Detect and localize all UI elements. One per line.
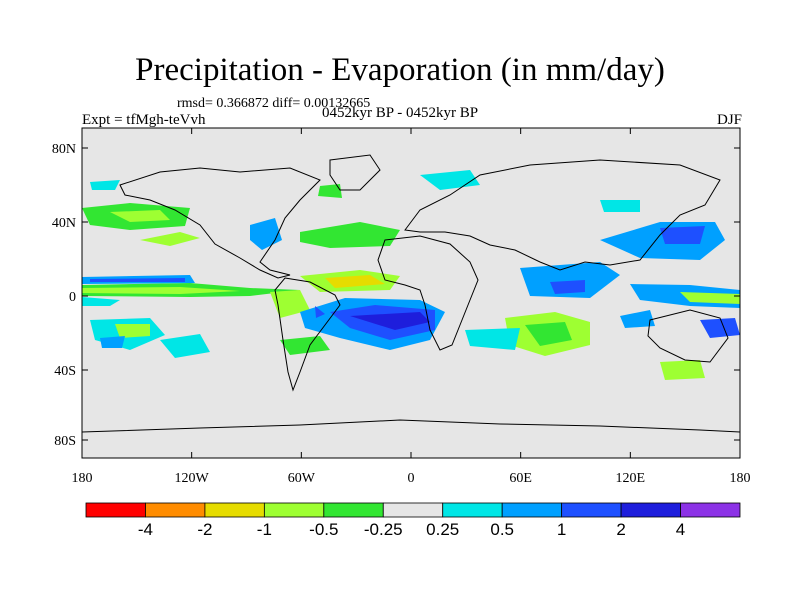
anomaly-region xyxy=(660,226,705,244)
anomaly-region xyxy=(90,278,185,282)
anomaly-region xyxy=(550,280,585,294)
lon-tick-label: 180 xyxy=(72,471,93,486)
anomaly-region xyxy=(600,200,640,212)
anomaly-region xyxy=(700,318,740,338)
colorbar-swatch xyxy=(442,502,503,518)
anomaly-region xyxy=(110,210,170,222)
australia-coast xyxy=(647,309,729,363)
colorbar-label: -2 xyxy=(197,520,212,539)
anomaly-region xyxy=(90,180,120,190)
anomaly-region xyxy=(82,287,240,294)
lat-tick-label: 40S xyxy=(54,364,76,379)
colorbar-label: -4 xyxy=(138,520,153,539)
lon-tick-label: 120W xyxy=(175,471,210,486)
experiment-label: Expt = tfMgh-teVvh xyxy=(82,112,206,128)
anomaly-region xyxy=(660,360,705,380)
anomaly-region xyxy=(520,262,620,298)
colorbar: -4 -2 -1 -0.5 -0.25 0.25 0.5 1 2 4 xyxy=(85,502,741,539)
lon-tick-label: 0 xyxy=(408,471,415,486)
period-label: 0452kyr BP - 0452kyr BP xyxy=(322,105,479,121)
anomaly-region xyxy=(325,275,385,288)
lat-tick-label: 0 xyxy=(69,290,76,305)
anomaly-region xyxy=(680,292,740,304)
anomaly-region xyxy=(300,222,400,248)
longitude-axis: 180 120W 60W 0 60E 120E 180 xyxy=(72,128,751,486)
anomaly-region xyxy=(82,297,120,306)
lon-tick-label: 120E xyxy=(616,471,646,486)
anomaly-region xyxy=(100,336,125,348)
lat-tick-label: 40N xyxy=(52,216,76,231)
lon-tick-label: 180 xyxy=(730,471,751,486)
lat-tick-label: 80S xyxy=(54,434,76,449)
colorbar-label: 4 xyxy=(676,520,685,539)
colorbar-swatch xyxy=(204,502,265,518)
anomaly-region xyxy=(270,290,310,318)
anomaly-region xyxy=(315,306,325,318)
antarctica-coast xyxy=(82,419,740,433)
colorbar-swatch xyxy=(620,502,681,518)
field-anomalies xyxy=(82,170,740,380)
colorbar-label: 2 xyxy=(616,520,625,539)
colorbar-swatch xyxy=(85,502,146,518)
anomaly-region xyxy=(280,336,330,355)
africa-coast xyxy=(377,235,479,351)
colorbar-swatch xyxy=(323,502,384,518)
map-title: Precipitation - Evaporation (in mm/day) xyxy=(135,52,665,88)
coastlines xyxy=(82,154,740,433)
latitude-axis: 80N 40N 0 40S 80S xyxy=(52,142,740,449)
lon-tick-label: 60E xyxy=(509,471,532,486)
colorbar-swatch xyxy=(680,502,741,518)
rmsd-diff-stats: rmsd= 0.366872 diff= 0.00132665 xyxy=(177,96,371,111)
lon-tick-label: 60W xyxy=(288,471,316,486)
colorbar-swatch xyxy=(145,502,206,518)
eurasia-coast xyxy=(404,159,721,271)
colorbar-label: -0.25 xyxy=(364,520,403,539)
anomaly-region xyxy=(525,322,572,346)
lat-tick-label: 80N xyxy=(52,142,76,157)
anomaly-region xyxy=(140,232,200,246)
greenland-coast xyxy=(329,154,381,191)
colorbar-label: 0.5 xyxy=(490,520,514,539)
colorbar-swatch xyxy=(382,502,444,518)
north-america-coast xyxy=(119,167,321,279)
colorbar-label: 0.25 xyxy=(426,520,459,539)
anomaly-region xyxy=(350,312,430,330)
anomaly-region xyxy=(115,324,150,338)
south-america-coast xyxy=(274,277,341,392)
anomaly-region xyxy=(465,328,520,350)
colorbar-swatch xyxy=(263,502,325,518)
anomaly-region xyxy=(160,334,210,358)
colorbar-label: 1 xyxy=(557,520,566,539)
anomaly-region xyxy=(620,310,655,328)
colorbar-swatch xyxy=(501,502,563,518)
colorbar-swatch xyxy=(561,502,622,518)
anomaly-region xyxy=(318,184,342,198)
colorbar-label: -1 xyxy=(257,520,272,539)
season-label: DJF xyxy=(716,112,742,128)
colorbar-label: -0.5 xyxy=(309,520,338,539)
